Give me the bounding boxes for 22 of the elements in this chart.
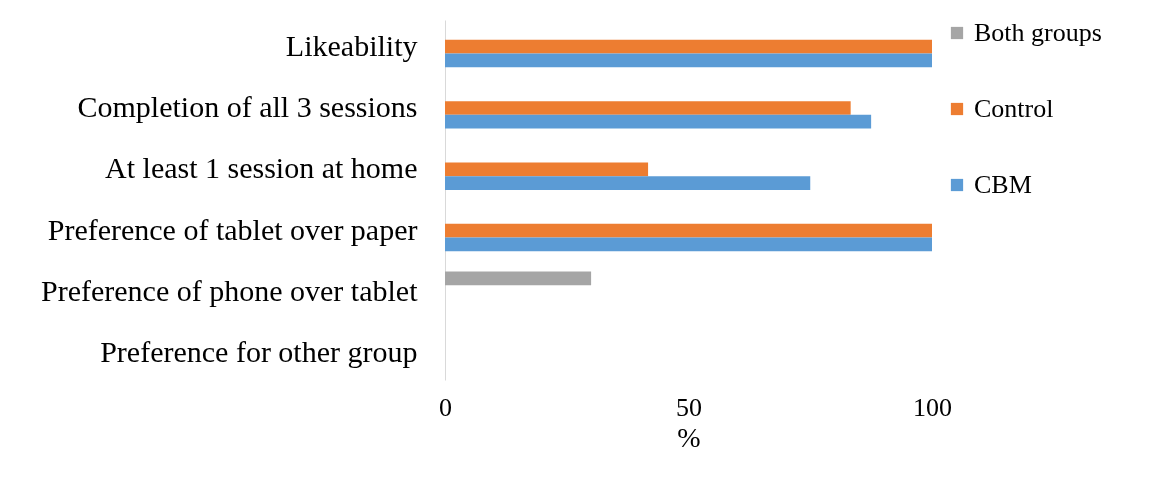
bar <box>445 162 649 177</box>
bar <box>445 271 592 286</box>
y-tick-label: Preference of phone over tablet <box>41 273 419 307</box>
x-tick-label: 100 <box>913 392 952 422</box>
bar <box>445 53 932 68</box>
legend-label: CBM <box>974 170 1032 199</box>
x-axis-title: % <box>677 421 701 453</box>
bar <box>445 223 932 238</box>
y-tick-label: Preference of tablet over paper <box>47 212 418 246</box>
y-tick-label: At least 1 session at home <box>105 151 418 185</box>
y-tick-label: Likeability <box>285 28 418 62</box>
legend-label: Control <box>974 94 1054 123</box>
x-tick-label: 50 <box>676 392 702 422</box>
bar <box>445 39 932 54</box>
y-tick-label: Completion of all 3 sessions <box>77 90 418 124</box>
y-tick-label: Preference for other group <box>100 335 418 369</box>
x-tick-label: 0 <box>439 392 452 422</box>
bar <box>445 114 872 129</box>
bar <box>445 101 851 115</box>
bar <box>445 176 811 190</box>
legend-label: Both groups <box>974 18 1102 47</box>
bar <box>445 237 932 252</box>
